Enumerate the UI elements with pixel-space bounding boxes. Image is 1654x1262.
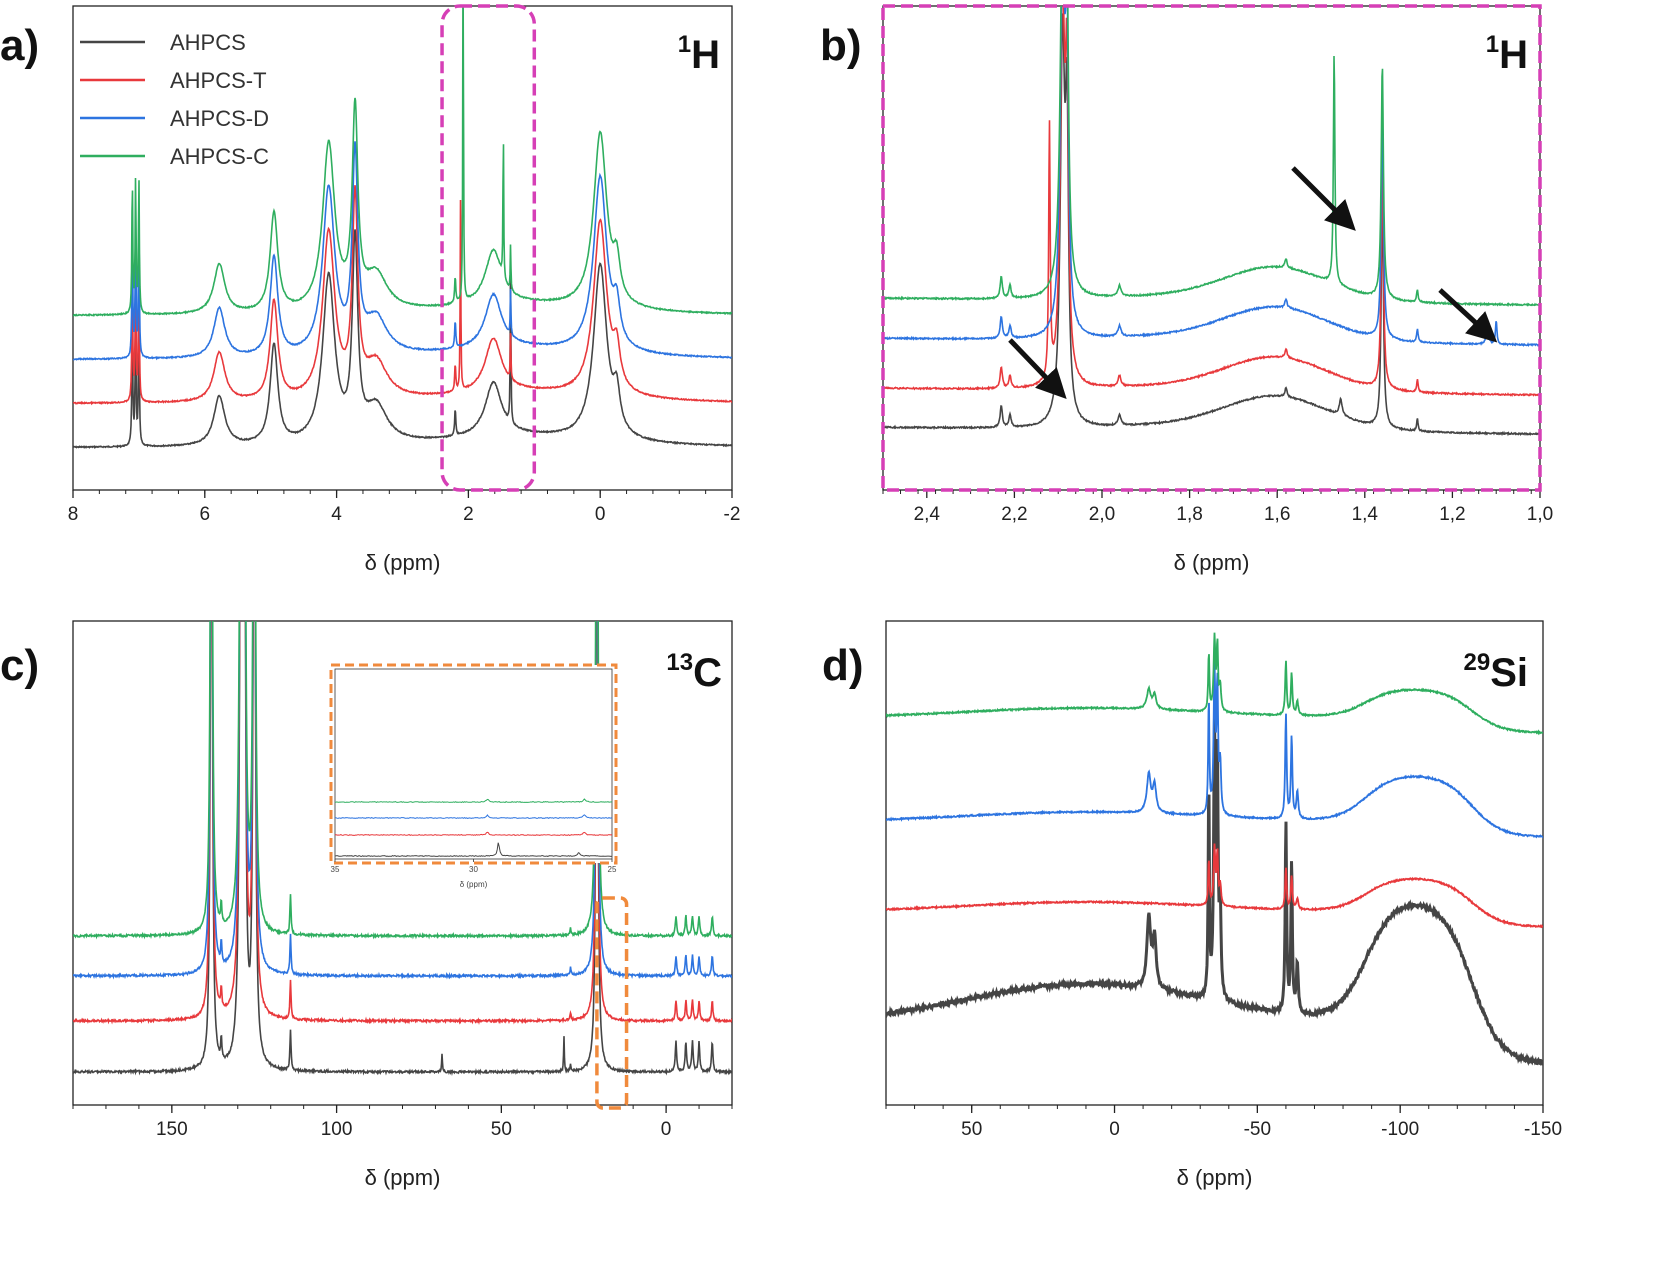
x-tick-label: 2 [463, 504, 474, 525]
x-tick-label: -100 [1381, 1119, 1419, 1140]
inset-spectrum-line [334, 798, 613, 804]
x-tick-label: -150 [1524, 1119, 1562, 1140]
inset-x-tick-label: 25 [608, 865, 617, 874]
x-tick-label: 2,4 [914, 504, 941, 525]
nucleus-label: 13C [666, 649, 722, 695]
nucleus-mass: 13 [666, 649, 693, 676]
spectrum-line-ahpcs-t [73, 185, 732, 406]
nucleus-label: 1H [1486, 31, 1528, 77]
x-tick-label: 2,2 [1001, 504, 1027, 525]
inset-spectrum-line [335, 814, 613, 820]
x-tick-label: 1,2 [1439, 504, 1465, 525]
nucleus-symbol: C [693, 651, 722, 695]
x-tick-label: 1,4 [1352, 504, 1379, 525]
x-tick-label: 1,6 [1264, 504, 1290, 525]
panel-c: 150 100 50 0 δ (ppm) 35 30 25 δ (ppm) c) 13C [0, 620, 733, 1190]
x-axis-title: δ (ppm) [365, 550, 441, 575]
x-tick-label: 2,0 [1089, 504, 1115, 525]
spectrum-line-ahpcs-c [883, 6, 1540, 308]
x-tick-label: 0 [1109, 1119, 1120, 1140]
x-tick-label: 6 [200, 504, 211, 525]
x-tick-label: 100 [321, 1119, 353, 1140]
spectrum-line-ahpcs-c [73, 6, 732, 318]
x-tick-label: 0 [661, 1119, 672, 1140]
spectrum-line-ahpcs-c [886, 632, 1543, 736]
nucleus-symbol: H [691, 33, 720, 77]
plot-frame-b [882, 5, 1541, 491]
nucleus-label: 29Si [1464, 649, 1529, 695]
spectrum-line-ahpcs-d [73, 141, 732, 361]
x-tick-label: 50 [491, 1119, 512, 1140]
panel-label: a) [0, 21, 39, 70]
x-tick-label: 1,8 [1176, 504, 1202, 525]
panel-d: 50 0 -50 -100 -150 δ (ppm) d) 29Si [822, 620, 1562, 1190]
x-tick-label: 1,0 [1527, 504, 1553, 525]
x-tick-label: 50 [961, 1119, 982, 1140]
spectrum-line-ahpcs [73, 621, 732, 1077]
x-tick-label: -2 [724, 504, 741, 525]
inset-spectrum-line [334, 842, 613, 857]
nucleus-label: 1H [678, 31, 720, 77]
inset-border [329, 663, 618, 865]
pointer-arrow [1291, 166, 1356, 231]
nucleus-mass: 29 [1464, 649, 1491, 676]
x-tick-label: 150 [156, 1119, 188, 1140]
nucleus-mass: 1 [678, 31, 691, 58]
pointer-arrow [1438, 288, 1498, 343]
legend-label: AHPCS [170, 30, 246, 55]
panel-label: c) [0, 641, 39, 690]
zoom-region-box [595, 896, 629, 1110]
plot-frame-d [885, 620, 1544, 1106]
pointer-arrow [1008, 338, 1067, 400]
panel-label: b) [820, 21, 862, 70]
x-tick-label: 4 [331, 504, 342, 525]
legend-label: AHPCS-T [170, 68, 267, 93]
spectrum-line-ahpcs-d [73, 621, 732, 980]
spectrum-line-ahpcs-d [883, 6, 1540, 347]
x-axis-title: δ (ppm) [1174, 550, 1250, 575]
spectrum-line-ahpcs-t [886, 843, 1543, 929]
inset-x-axis-title: δ (ppm) [460, 880, 488, 889]
spectrum-line-ahpcs [886, 717, 1543, 1067]
plot-frame-a [72, 5, 733, 491]
legend-label: AHPCS-C [170, 144, 269, 169]
nucleus-mass: 1 [1486, 31, 1499, 58]
nucleus-symbol: H [1499, 33, 1528, 77]
spectrum-line-ahpcs-t [73, 621, 732, 1025]
legend-label: AHPCS-D [170, 106, 269, 131]
zoom-detail-box [881, 4, 1542, 492]
nucleus-symbol: Si [1490, 651, 1528, 695]
inset-spectrum-line [334, 831, 613, 837]
inset-x-tick-label: 35 [331, 865, 340, 874]
x-tick-label: -50 [1244, 1119, 1271, 1140]
panel-b: 2,4 2,2 2,0 1,8 1,6 1,4 1,2 1,0 δ (ppm) b) 1H [820, 4, 1553, 575]
x-axis-title: δ (ppm) [365, 1165, 441, 1190]
zoom-region-box [440, 4, 537, 492]
spectrum-line-ahpcs [73, 229, 732, 450]
spectrum-line-ahpcs-t [883, 6, 1540, 397]
x-axis-title: δ (ppm) [1177, 1165, 1253, 1190]
panel-a: 8 6 4 2 0 -2 δ (ppm) AHPCS AHPCS-T AHPCS-D AHPCS-C… [0, 4, 741, 575]
spectrum-line-ahpcs [883, 12, 1540, 437]
panel-label: d) [822, 641, 864, 690]
x-tick-label: 0 [595, 504, 606, 525]
spectrum-line-ahpcs-c [73, 621, 732, 940]
inset-x-tick-label: 30 [469, 865, 478, 874]
x-tick-label: 8 [68, 504, 79, 525]
